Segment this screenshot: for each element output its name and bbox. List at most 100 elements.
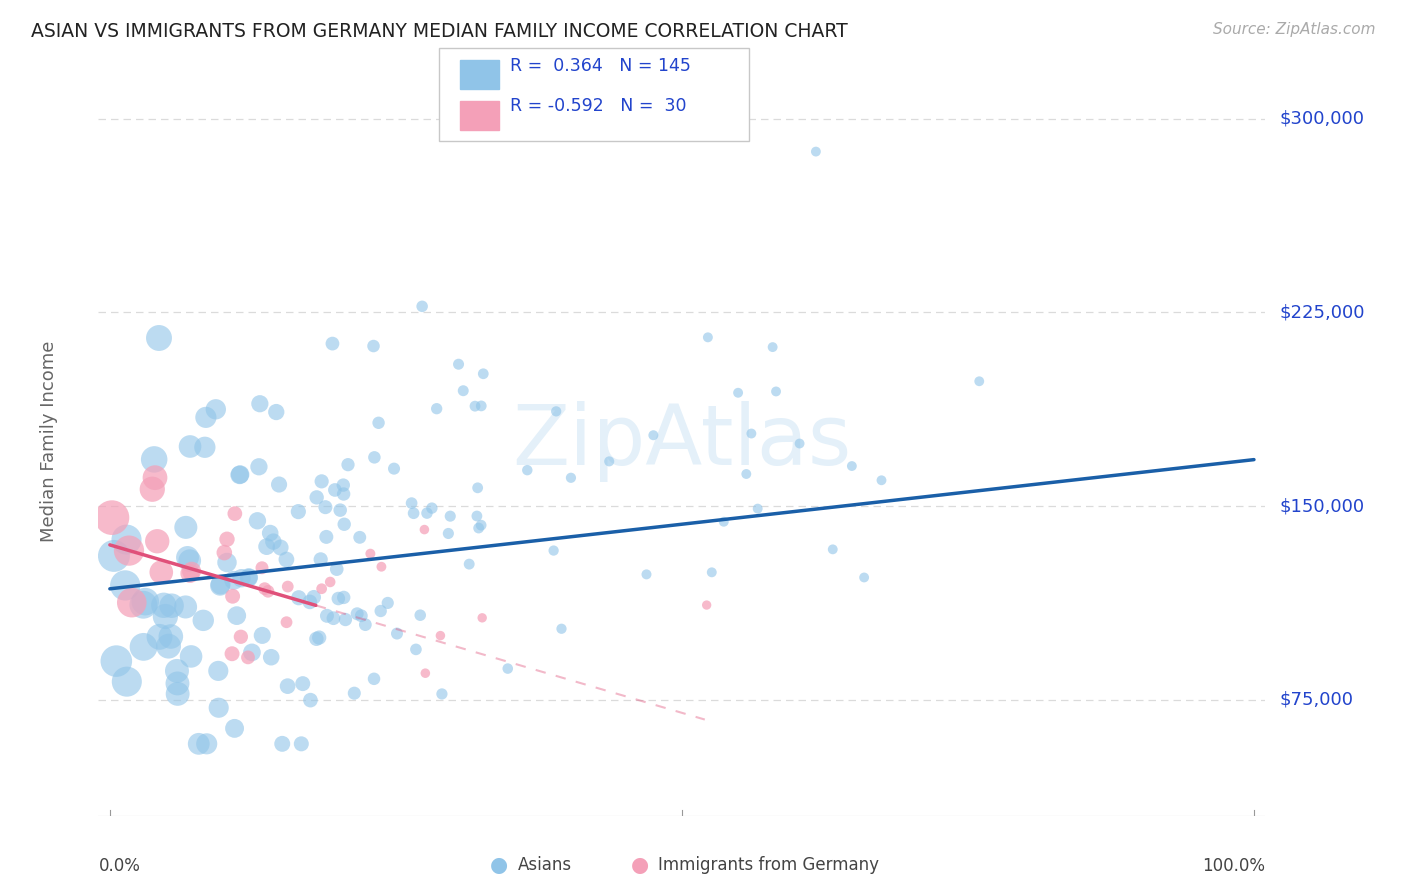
Point (247, 459, 270, 474)
Point (349, 530, 371, 544)
Point (315, 530, 337, 544)
Point (470, 518, 492, 533)
Point (727, 385, 749, 400)
Point (259, 526, 281, 541)
Point (385, 626, 408, 640)
Point (215, 533, 238, 547)
Text: ●: ● (491, 855, 508, 875)
Point (271, 737, 294, 751)
Text: ●: ● (631, 855, 648, 875)
Point (370, 604, 392, 618)
Point (148, 331, 170, 345)
Point (238, 570, 260, 584)
Text: $75,000: $75,000 (1279, 691, 1354, 709)
Point (209, 577, 232, 591)
Point (470, 399, 492, 413)
Point (472, 367, 495, 381)
Text: $150,000: $150,000 (1279, 497, 1364, 516)
Point (166, 687, 188, 701)
Point (174, 520, 197, 534)
Point (267, 477, 290, 491)
Point (700, 566, 723, 580)
Text: R = -0.592   N =  30: R = -0.592 N = 30 (510, 97, 688, 115)
Point (322, 611, 344, 625)
Point (302, 591, 325, 605)
Point (221, 589, 243, 603)
Point (426, 401, 449, 416)
Point (250, 561, 273, 575)
Text: ASIAN VS IMMIGRANTS FROM GERMANY MEDIAN FAMILY INCOME CORRELATION CHART: ASIAN VS IMMIGRANTS FROM GERMANY MEDIAN … (31, 22, 848, 41)
Point (187, 737, 209, 751)
Point (363, 672, 385, 686)
Point (221, 647, 243, 661)
Point (439, 509, 461, 524)
Point (409, 608, 432, 623)
Point (413, 523, 436, 537)
Point (148, 630, 170, 644)
Point (305, 632, 328, 646)
Point (257, 584, 280, 599)
Point (195, 737, 218, 751)
Point (447, 357, 470, 371)
Point (713, 515, 735, 529)
Point (229, 467, 252, 482)
Point (134, 594, 156, 608)
Point (458, 557, 481, 571)
Point (550, 622, 572, 636)
Point (319, 574, 342, 589)
Point (132, 640, 155, 654)
Point (359, 547, 381, 561)
Point (215, 556, 238, 570)
Point (367, 416, 389, 430)
Point (467, 481, 489, 495)
Point (152, 599, 174, 613)
Point (335, 613, 357, 627)
Text: Source: ZipAtlas.com: Source: ZipAtlas.com (1212, 22, 1375, 37)
Point (333, 517, 356, 532)
Point (143, 470, 166, 484)
Point (350, 608, 373, 623)
Point (467, 521, 489, 535)
Point (224, 507, 246, 521)
Point (311, 582, 333, 596)
Point (143, 452, 166, 467)
Point (291, 676, 314, 690)
Point (208, 700, 231, 714)
Point (382, 461, 405, 475)
Point (311, 475, 333, 489)
Point (141, 482, 163, 496)
Text: 100.0%: 100.0% (1202, 857, 1265, 875)
Point (225, 608, 247, 623)
Point (262, 534, 284, 549)
Point (157, 639, 180, 653)
Point (166, 676, 188, 690)
Point (370, 559, 392, 574)
Point (415, 666, 437, 681)
Point (101, 510, 124, 524)
Point (309, 552, 332, 566)
Point (343, 686, 366, 700)
Point (337, 458, 360, 472)
Point (180, 564, 202, 578)
Point (740, 426, 762, 441)
Point (249, 397, 271, 411)
Point (105, 654, 128, 668)
Point (277, 679, 299, 693)
Point (804, 145, 827, 159)
Point (114, 578, 136, 592)
Text: R =  0.364   N = 145: R = 0.364 N = 145 (510, 57, 692, 75)
Point (516, 463, 538, 477)
Point (323, 483, 346, 497)
Point (155, 609, 177, 624)
Point (853, 570, 876, 584)
Point (290, 737, 312, 751)
Point (429, 629, 451, 643)
Point (354, 617, 377, 632)
Point (363, 339, 385, 353)
Point (841, 458, 863, 473)
Point (228, 467, 250, 482)
Point (560, 471, 582, 485)
Point (204, 402, 226, 417)
Point (430, 687, 453, 701)
Point (411, 299, 433, 313)
